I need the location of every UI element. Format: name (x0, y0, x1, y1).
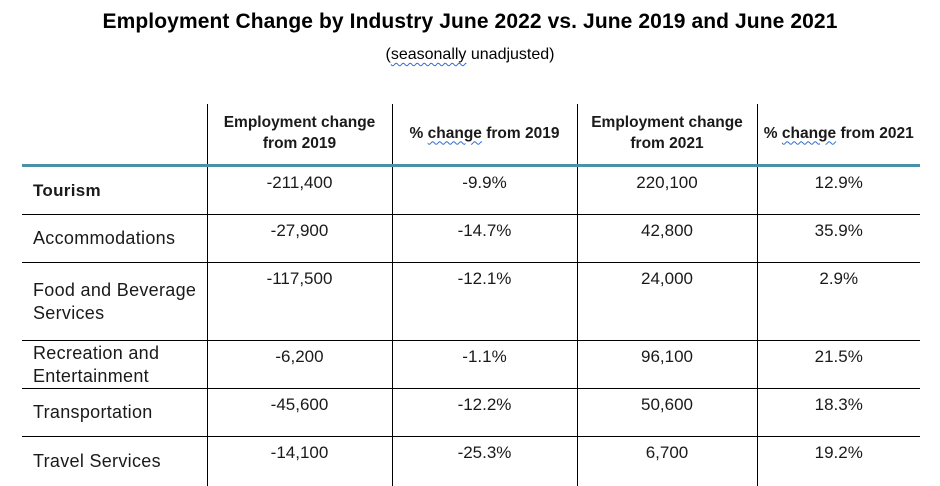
row-label: Transportation (22, 389, 207, 437)
cell-employment-change-2019: -14,100 (207, 437, 392, 486)
header-spellcheck-word: change (782, 125, 836, 142)
table-row-food-and-beverage: Food and Beverage Services -117,500 -12.… (22, 263, 920, 341)
header-text: Employment change from 2019 (224, 114, 376, 152)
header-pct-change-2019: % change from 2019 (392, 104, 577, 166)
cell-pct-change-2019: -25.3% (392, 437, 577, 486)
header-text: from 2019 (482, 125, 560, 142)
cell-employment-change-2021: 220,100 (577, 166, 757, 215)
subtitle-rest: unadjusted) (466, 46, 554, 63)
header-employment-change-2019: Employment change from 2019 (207, 104, 392, 166)
cell-pct-change-2019: -9.9% (392, 166, 577, 215)
table-row-tourism: Tourism -211,400 -9.9% 220,100 12.9% (22, 166, 920, 215)
cell-employment-change-2021: 42,800 (577, 215, 757, 263)
cell-pct-change-2021: 21.5% (757, 341, 920, 389)
header-industry (22, 104, 207, 166)
cell-pct-change-2021: 18.3% (757, 389, 920, 437)
row-label: Travel Services (22, 437, 207, 486)
header-text: % (410, 125, 428, 142)
cell-pct-change-2019: -12.2% (392, 389, 577, 437)
cell-employment-change-2019: -6,200 (207, 341, 392, 389)
cell-employment-change-2019: -211,400 (207, 166, 392, 215)
cell-employment-change-2019: -117,500 (207, 263, 392, 341)
header-text: % (764, 125, 782, 142)
table-row-accommodations: Accommodations -27,900 -14.7% 42,800 35.… (22, 215, 920, 263)
cell-pct-change-2021: 12.9% (757, 166, 920, 215)
cell-employment-change-2019: -27,900 (207, 215, 392, 263)
header-pct-change-2021: % change from 2021 (757, 104, 920, 166)
cell-pct-change-2021: 2.9% (757, 263, 920, 341)
table-row-travel-services: Travel Services -14,100 -25.3% 6,700 19.… (22, 437, 920, 486)
header-text: Employment change from 2021 (591, 114, 743, 152)
cell-employment-change-2021: 50,600 (577, 389, 757, 437)
row-label: Recreation and Entertainment (22, 341, 207, 389)
cell-pct-change-2021: 19.2% (757, 437, 920, 486)
cell-employment-change-2021: 24,000 (577, 263, 757, 341)
cell-employment-change-2021: 6,700 (577, 437, 757, 486)
header-row: Employment change from 2019 % change fro… (22, 104, 920, 166)
table-row-transportation: Transportation -45,600 -12.2% 50,600 18.… (22, 389, 920, 437)
employment-change-table: Employment change from 2019 % change fro… (22, 104, 920, 486)
cell-pct-change-2021: 35.9% (757, 215, 920, 263)
cell-pct-change-2019: -14.7% (392, 215, 577, 263)
header-spellcheck-word: change (428, 125, 482, 142)
cell-employment-change-2021: 96,100 (577, 341, 757, 389)
table-row-recreation: Recreation and Entertainment -6,200 -1.1… (22, 341, 920, 389)
table-title: Employment Change by Industry June 2022 … (0, 10, 940, 34)
cell-pct-change-2019: -12.1% (392, 263, 577, 341)
cell-employment-change-2019: -45,600 (207, 389, 392, 437)
subtitle-spellcheck-word: seasonally (391, 46, 467, 63)
row-label: Food and Beverage Services (22, 263, 207, 341)
row-label: Tourism (22, 166, 207, 215)
header-employment-change-2021: Employment change from 2021 (577, 104, 757, 166)
table-subtitle: (seasonally unadjusted) (0, 46, 940, 64)
cell-pct-change-2019: -1.1% (392, 341, 577, 389)
row-label: Accommodations (22, 215, 207, 263)
header-text: from 2021 (836, 125, 914, 142)
